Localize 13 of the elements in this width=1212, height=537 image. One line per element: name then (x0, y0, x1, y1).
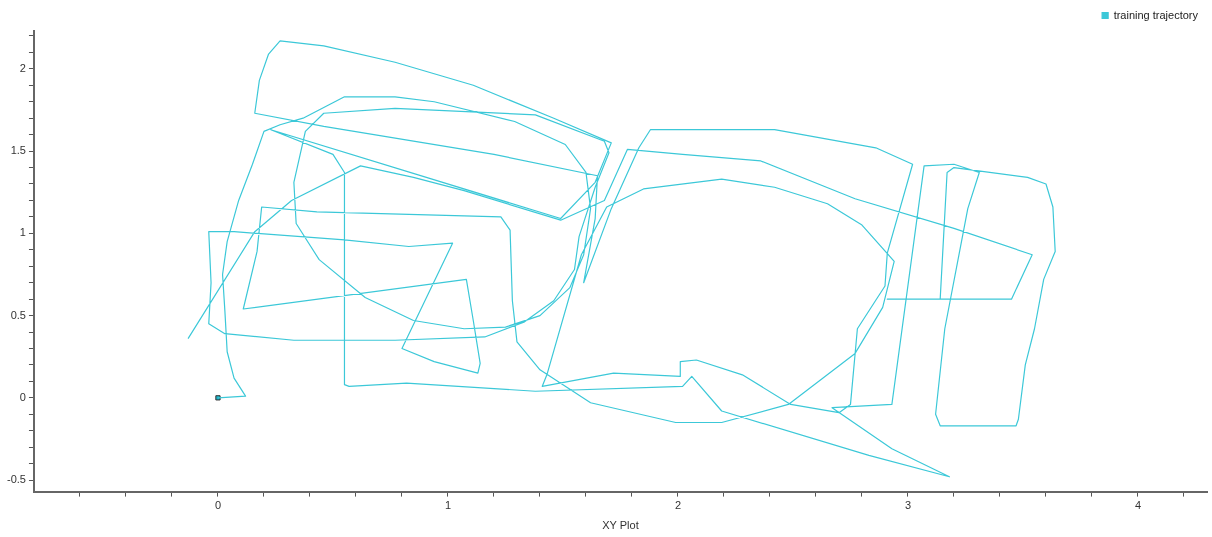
x-axis-title: XY Plot (602, 519, 639, 532)
x-tick-label: 4 (1134, 499, 1142, 512)
y-tick-label: 0.5 (10, 308, 26, 321)
y-tick-label: 2 (19, 61, 26, 74)
x-tick-label: 3 (904, 499, 912, 512)
y-tick-label: -0.5 (6, 473, 26, 486)
y-tick-label: 1 (19, 226, 26, 239)
y-tick-label: 1.5 (10, 144, 26, 157)
x-tick-label: 1 (444, 499, 452, 512)
x-tick-label: 0 (214, 499, 222, 512)
legend-label: training trajectory (1113, 8, 1199, 21)
x-tick-label: 2 (674, 499, 682, 512)
y-tick-label: 0 (19, 390, 26, 403)
